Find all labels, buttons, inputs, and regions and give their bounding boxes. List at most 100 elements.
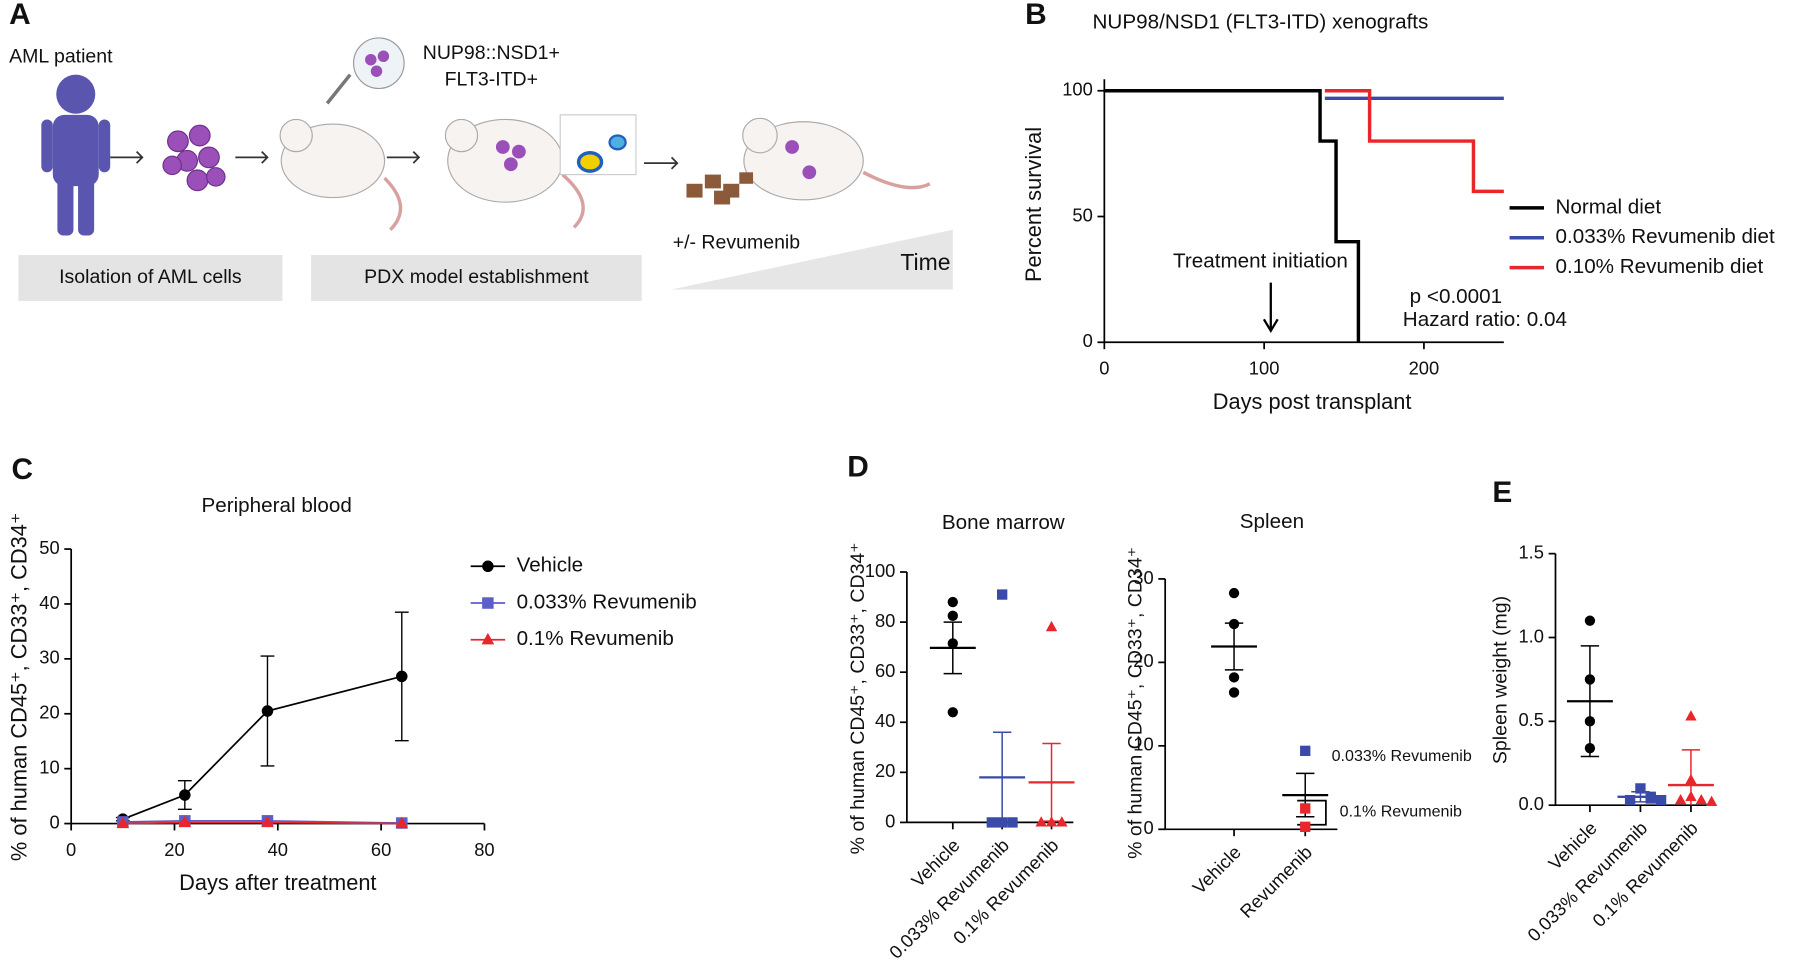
y-tick-label: 1.5 [1518,541,1544,562]
marker [1584,716,1596,727]
marker [1228,687,1240,698]
y-axis-label: % of human CD45⁺, CD33⁺, CD34⁺ [1125,547,1147,859]
y-tick-label: 100 [1062,79,1093,100]
annotation: p <0.0001 [1410,285,1502,308]
y-tick-label: 10 [39,757,59,778]
marker [1674,793,1687,805]
panel-label: A [9,0,31,31]
marker [1228,587,1240,599]
y-tick-label: 0 [885,810,895,831]
flow-plot [576,151,604,173]
syringe [325,73,352,105]
y-axis-label: Spleen weight (mg) [1490,596,1512,764]
marker [997,817,1008,828]
marker [986,817,998,828]
y-tick-label: 30 [39,647,59,668]
diagram-text: Isolation of AML cells [59,266,242,288]
y-axis-label: % of human CD45⁺, CD33⁺, CD34⁺ [6,513,31,861]
x-tick-label: 0 [1099,358,1109,379]
diagram-text: NUP98::NSD1+ [423,42,560,64]
marker [1584,674,1596,685]
time-wedge [671,229,953,290]
legend-label: 0.033% Revumenib [517,590,697,613]
panel-label: E [1492,476,1512,509]
x-tick-label: Vehicle [1188,841,1245,898]
diagram: AML patient NUP98::NSD1+ FLT3-ITD+ +/- R… [9,37,953,301]
treatment-arrow [1262,282,1279,334]
marker [396,670,408,683]
marker [481,632,495,645]
cells-icon [162,124,226,192]
y-tick-label: 0.0 [1518,793,1544,814]
flow-plot [608,134,627,151]
marker [179,789,191,801]
cells-icon [365,50,817,180]
food-icon [686,172,754,205]
survival-line [1324,89,1504,194]
y-axis-label: Percent survival [1021,127,1046,282]
step-box [18,254,283,301]
patient-icon [41,74,111,236]
y-tick-label: 20 [875,760,895,781]
series-line [122,821,402,825]
chart-title: NUP98/NSD1 (FLT3-ITD) xenografts [1093,10,1429,33]
step-box [311,254,642,301]
x-tick-label: 80 [474,839,494,860]
x-tick-label: 0 [66,839,76,860]
annotation: 0.1% Revumenib [1340,802,1462,820]
marker [947,610,958,622]
marker [178,815,192,828]
marker [482,597,494,609]
marker [947,707,958,718]
bracket [1297,799,1327,826]
legend-label: 0.033% Revumenib diet [1555,225,1775,248]
y-tick-label: 0 [1083,330,1093,351]
marker [482,560,494,573]
marker [1584,743,1596,754]
y-tick-label: 80 [875,610,895,631]
annotation: 0.033% Revumenib [1332,747,1472,765]
marker [997,589,1008,600]
marker [1584,615,1596,626]
x-tick-label: 200 [1409,358,1440,379]
marker [1635,783,1646,794]
diagram-text: AML patient [9,46,113,68]
annotation: Treatment initiation [1173,249,1348,272]
survival-line [1104,89,1361,343]
marker [1045,816,1058,827]
y-tick-label: 20 [39,702,59,723]
marker [947,638,958,649]
marker [1695,793,1707,805]
marker [1685,710,1697,721]
x-axis-label: Days after treatment [179,870,376,895]
marker [1007,817,1018,828]
x-tick-label: 20 [164,839,184,860]
marker [1655,794,1667,806]
marker [1300,745,1311,757]
diagram-text: PDX model establishment [364,266,589,288]
marker [261,705,274,717]
marker [1705,795,1718,806]
y-tick-label: 40 [875,710,895,731]
series-line [122,819,402,824]
panel-label: C [11,453,33,486]
chart-title: Spleen [1240,510,1304,533]
y-tick-label: 0 [1143,817,1153,838]
marker [1300,803,1311,814]
annotation: Hazard ratio: 0.04 [1403,308,1567,331]
y-tick-label: 60 [875,660,895,681]
panel-label: B [1025,0,1047,31]
y-tick-label: 50 [1072,204,1092,225]
y-tick-label: 50 [39,537,59,558]
y-tick-label: 20 [1133,650,1153,671]
x-tick-label: 100 [1249,358,1280,379]
x-axis-label: Days post transplant [1213,389,1412,414]
diagram-text: Time [900,249,950,275]
x-tick-label: 40 [268,839,288,860]
marker [1685,790,1697,801]
legend-label: Normal diet [1555,195,1661,218]
marker [1045,620,1058,632]
legend-label: 0.10% Revumenib diet [1555,255,1763,278]
y-tick-label: 100 [865,560,896,581]
